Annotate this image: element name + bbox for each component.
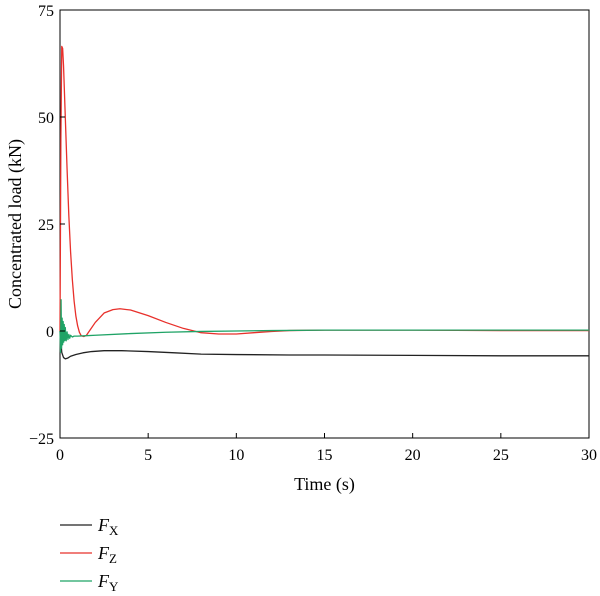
legend-label-main: F bbox=[97, 571, 110, 591]
y-tick-label: 0 bbox=[46, 324, 54, 341]
y-tick-label: −25 bbox=[29, 431, 54, 448]
x-tick-label: 25 bbox=[493, 447, 509, 464]
x-tick-label: 30 bbox=[581, 447, 597, 464]
legend-label-sub: Z bbox=[109, 551, 117, 566]
legend-label-fx: FX bbox=[97, 515, 119, 538]
x-tick-label: 10 bbox=[228, 447, 244, 464]
legend-label-sub: X bbox=[109, 523, 119, 538]
legend-label-sub: Y bbox=[109, 579, 119, 594]
y-tick-label: 25 bbox=[38, 217, 54, 234]
legend-label-fz: FZ bbox=[97, 543, 117, 566]
x-tick-label: 15 bbox=[317, 447, 333, 464]
x-axis-title: Time (s) bbox=[294, 474, 355, 495]
x-tick-label: 20 bbox=[405, 447, 421, 464]
y-axis-title: Concentrated load (kN) bbox=[5, 139, 26, 309]
series-line-fx bbox=[59, 330, 589, 360]
series-line-fz bbox=[59, 45, 589, 338]
y-tick-label: 50 bbox=[38, 110, 54, 127]
legend-label-fy: FY bbox=[97, 571, 119, 594]
series-layer bbox=[59, 45, 589, 360]
x-tick-label: 0 bbox=[56, 447, 64, 464]
legend-label-main: F bbox=[97, 543, 110, 563]
legend-label-main: F bbox=[97, 515, 110, 535]
plot-frame bbox=[59, 9, 590, 439]
y-tick-label: 75 bbox=[38, 3, 54, 20]
x-tick-label: 5 bbox=[144, 447, 152, 464]
series-line-fy bbox=[59, 299, 589, 354]
